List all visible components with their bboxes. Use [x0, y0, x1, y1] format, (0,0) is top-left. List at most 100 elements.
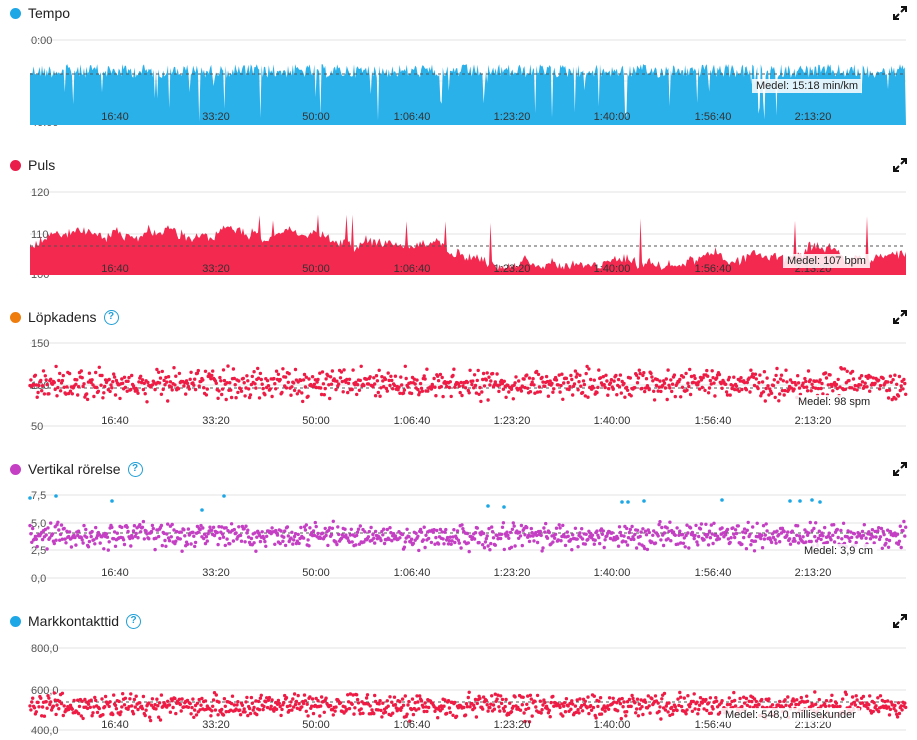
data-point — [808, 378, 812, 382]
data-point — [887, 538, 892, 543]
data-point — [628, 376, 632, 380]
help-icon[interactable]: ? — [127, 461, 143, 477]
data-point — [244, 700, 248, 704]
data-point — [388, 383, 392, 388]
data-point — [397, 385, 401, 389]
tempo-area — [30, 64, 906, 125]
data-point — [232, 527, 236, 532]
data-point — [173, 383, 177, 387]
data-point — [382, 541, 387, 546]
data-point — [210, 709, 214, 713]
data-point — [129, 387, 133, 392]
data-point — [481, 371, 486, 376]
data-point — [809, 389, 813, 393]
data-point — [580, 527, 584, 531]
data-point — [334, 387, 338, 392]
data-point — [237, 379, 241, 383]
expand-icon[interactable] — [893, 614, 907, 628]
data-point — [542, 526, 546, 530]
data-point — [709, 382, 713, 386]
data-point — [382, 385, 386, 389]
data-point — [355, 383, 360, 387]
data-point — [350, 387, 354, 392]
data-point — [499, 532, 504, 536]
help-icon[interactable]: ? — [126, 613, 142, 629]
help-icon[interactable]: ? — [103, 309, 119, 325]
data-point — [329, 533, 334, 537]
data-point — [74, 543, 78, 547]
y-tick-label: 800,0 — [31, 643, 59, 655]
data-point — [733, 535, 737, 540]
data-point — [710, 369, 714, 373]
data-point — [556, 538, 560, 542]
data-point — [745, 703, 749, 707]
data-point — [373, 541, 377, 545]
data-point — [759, 394, 763, 398]
data-point — [576, 545, 580, 549]
data-point — [662, 381, 667, 385]
data-point — [540, 375, 544, 380]
data-point — [342, 368, 346, 372]
data-point — [502, 709, 506, 713]
data-point — [500, 525, 505, 529]
data-point — [752, 697, 757, 701]
data-point — [251, 708, 255, 712]
data-point — [443, 698, 447, 702]
data-point — [507, 536, 511, 540]
data-point — [302, 372, 307, 377]
data-point — [598, 696, 603, 700]
data-point — [747, 699, 751, 703]
expand-icon[interactable] — [893, 6, 907, 20]
expand-icon[interactable] — [893, 310, 907, 324]
data-point — [409, 537, 414, 541]
data-point — [436, 379, 441, 383]
data-point — [649, 371, 653, 376]
data-point — [416, 387, 420, 392]
data-point — [778, 540, 782, 544]
data-point — [553, 532, 558, 536]
data-point — [717, 372, 722, 377]
data-point — [734, 384, 739, 388]
data-point — [256, 376, 261, 380]
data-point — [198, 528, 202, 532]
data-point — [887, 388, 892, 392]
data-point — [279, 529, 283, 533]
expand-icon[interactable] — [893, 158, 907, 172]
data-point — [507, 390, 511, 394]
data-point — [589, 704, 593, 708]
data-point — [176, 387, 181, 391]
data-point — [111, 380, 115, 384]
outlier-point — [798, 499, 802, 503]
data-point — [179, 530, 183, 534]
expand-icon[interactable] — [893, 462, 907, 476]
data-point — [704, 697, 708, 702]
data-point — [733, 387, 737, 392]
data-point — [541, 546, 545, 550]
data-point — [121, 692, 125, 696]
data-point — [630, 524, 634, 529]
data-point — [693, 376, 697, 381]
data-point — [460, 393, 464, 398]
data-point — [383, 377, 388, 382]
chart-section-vertikal: Vertikal rörelse ? 7,5 5,0 2,5 0,0 16:40 33:2… — [0, 458, 917, 586]
data-point — [420, 389, 425, 393]
data-point — [643, 529, 648, 533]
data-point — [413, 382, 417, 386]
data-point — [545, 379, 550, 384]
data-point — [496, 693, 500, 697]
data-point — [709, 711, 713, 715]
data-point — [153, 387, 157, 392]
data-point — [278, 377, 282, 382]
data-point — [140, 378, 145, 382]
data-point — [792, 699, 796, 703]
chart-title-puls: Puls — [28, 157, 56, 173]
data-point — [645, 547, 650, 552]
data-point — [203, 369, 208, 373]
data-point — [477, 540, 481, 545]
data-point — [832, 540, 837, 544]
data-point — [657, 522, 661, 527]
data-point — [493, 380, 497, 384]
data-point — [761, 524, 766, 528]
data-point — [495, 697, 499, 701]
data-point — [281, 367, 285, 371]
